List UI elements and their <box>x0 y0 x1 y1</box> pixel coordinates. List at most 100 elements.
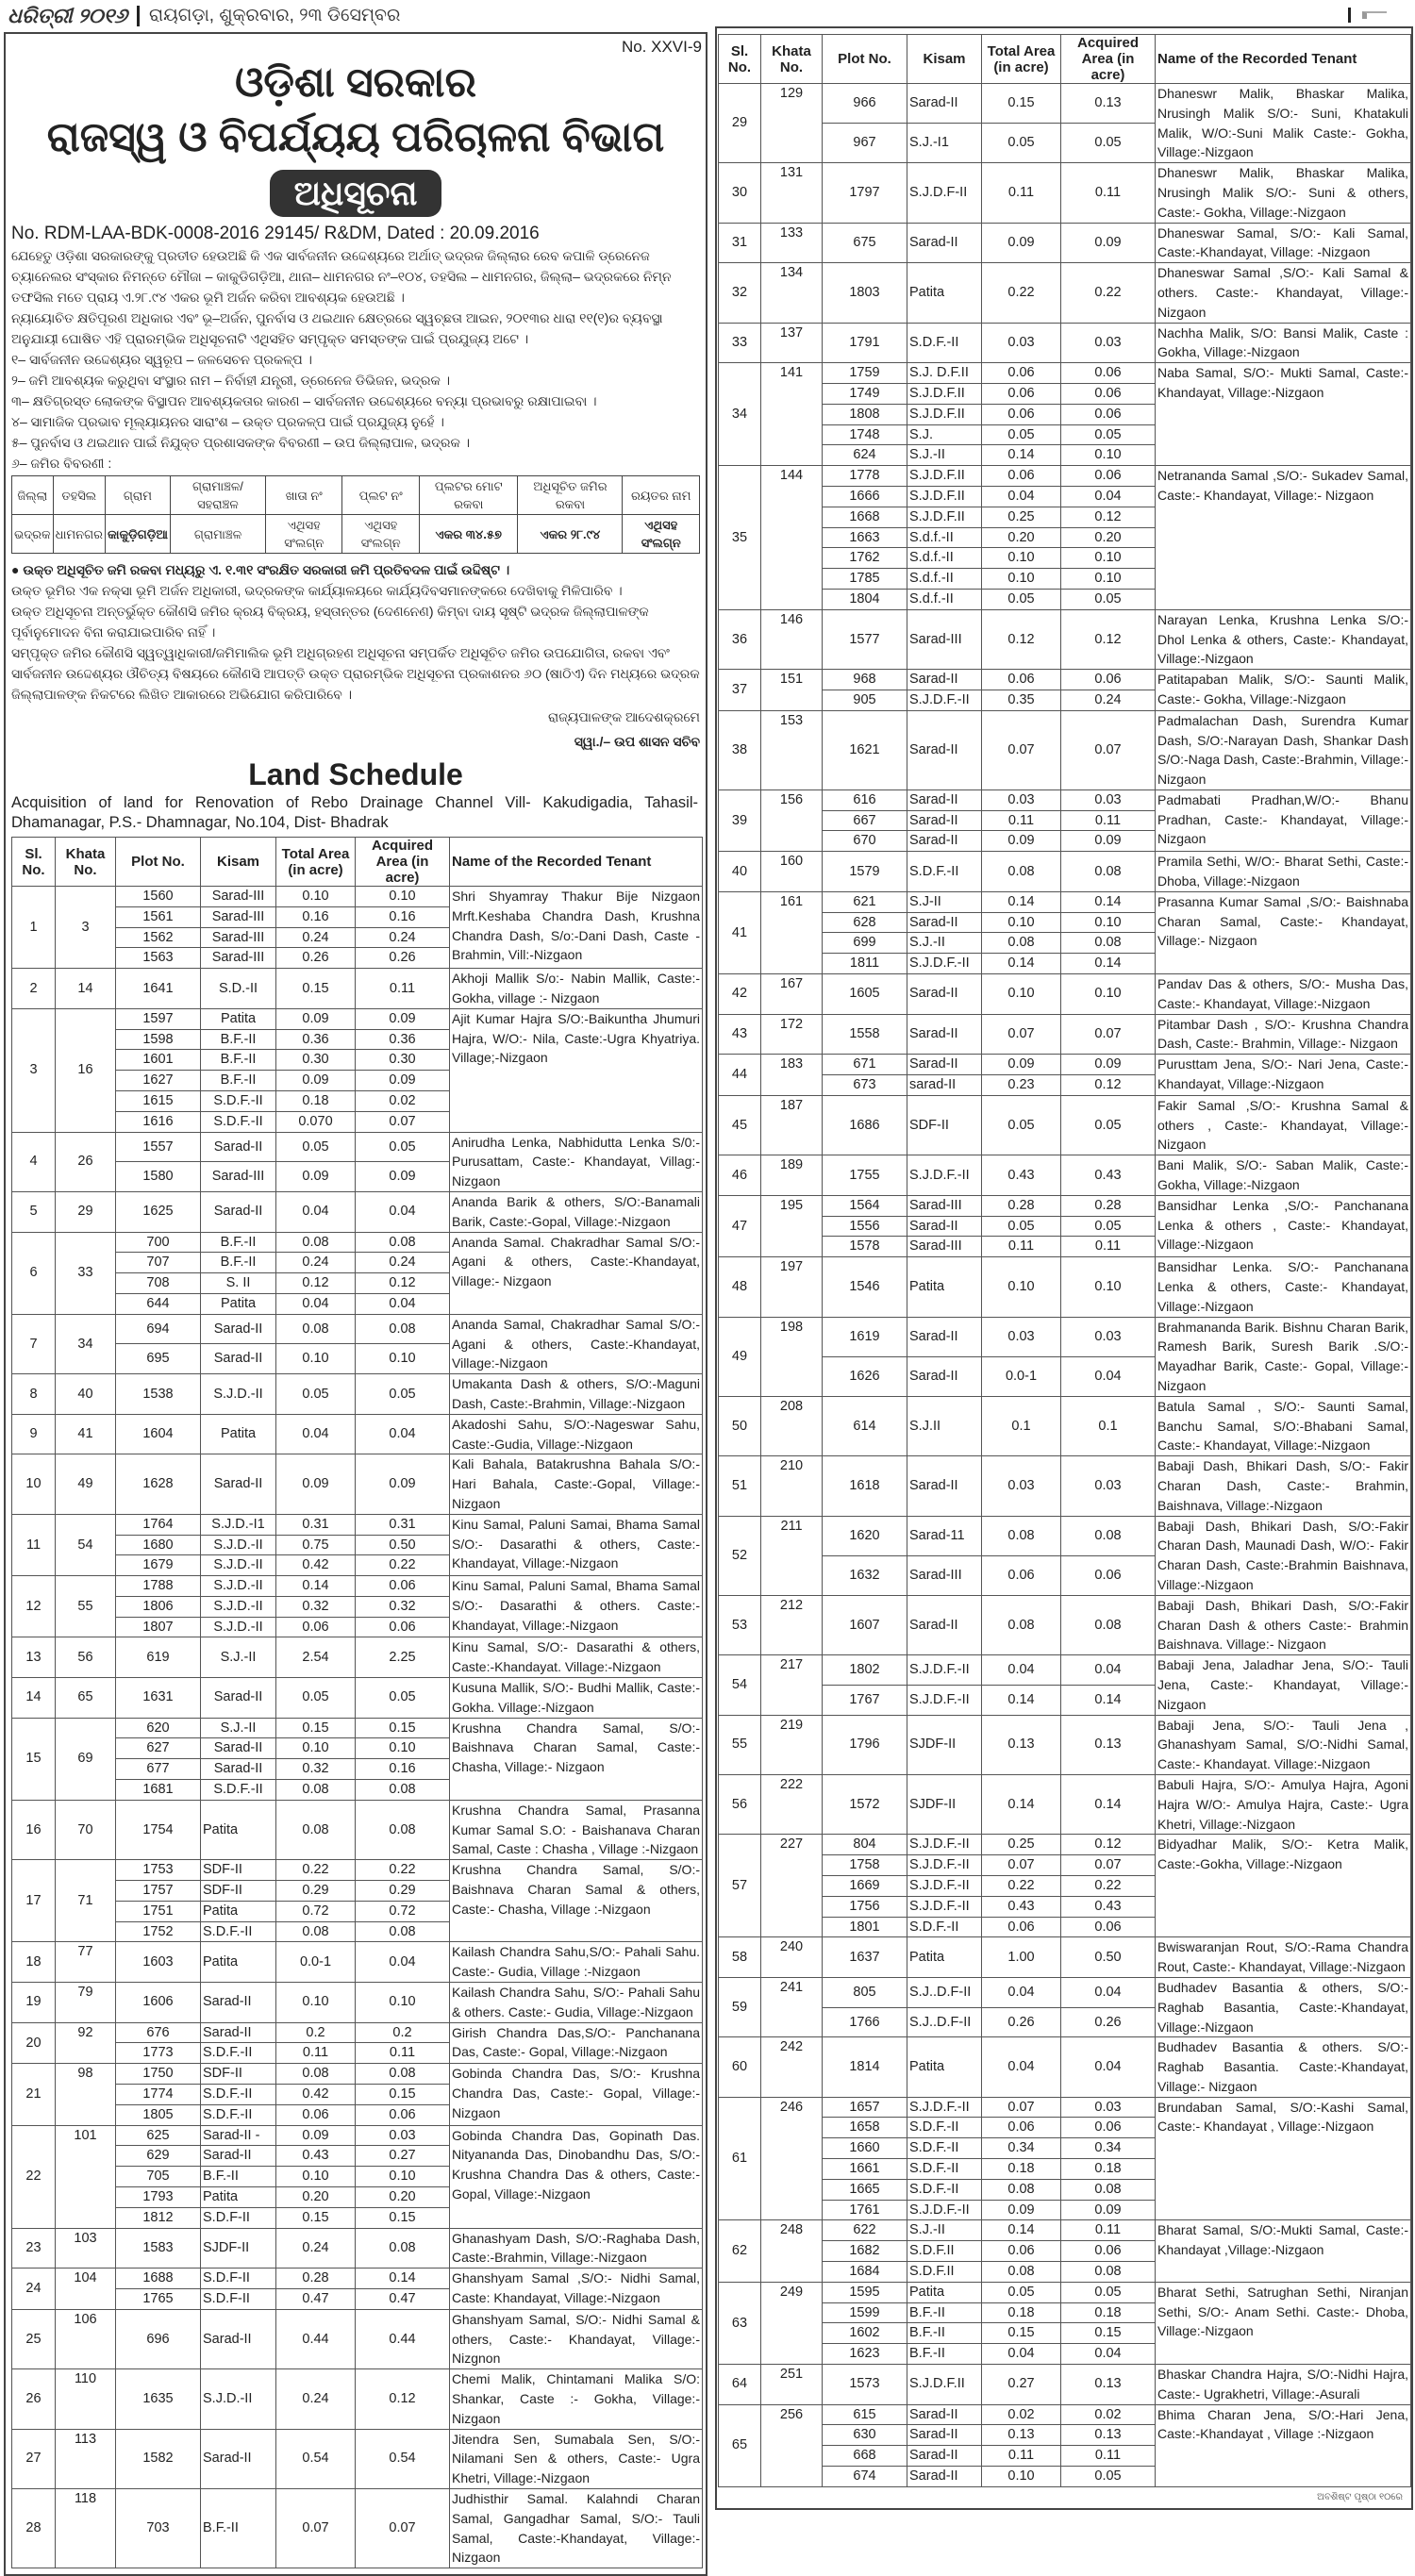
total-area-cell: 0.54 <box>275 2428 356 2489</box>
kisam-cell: S.D.F.II <box>907 2261 982 2283</box>
khata-no-cell: 249 <box>760 2281 823 2366</box>
kisam-cell: SDF-II <box>200 1880 276 1902</box>
table-row: 1751 Patita 0.72 0.72 <box>12 1900 703 1922</box>
header-khata-no: Khata No. <box>760 34 823 84</box>
khata-no-cell: 33 <box>55 1231 116 1315</box>
plot-no-cell: 1582 <box>115 2428 201 2489</box>
header-tenant-name: Name of the Recorded Tenant <box>1155 34 1411 84</box>
table-row: 51 210 1618 Sarad-II 0.03 0.03 Babaji Dash, Bh… <box>718 1455 1411 1517</box>
kisam-cell: S.D.F.-II <box>907 322 982 364</box>
acquired-area-cell: 0.08 <box>355 1231 450 1254</box>
acquired-area-cell: 0.09 <box>1060 1054 1156 1076</box>
table-row: 1680 S.J.D.-II 0.75 0.50 <box>12 1534 703 1556</box>
acquired-area-cell: 0.05 <box>1060 1215 1156 1238</box>
table-row: 1804 S.d.f.-II 0.05 0.05 <box>719 588 1411 610</box>
tenant-name-cell: Purusttam Jena, S/O:- Nari Jena, Caste:-… <box>1155 1054 1411 1096</box>
reference-number: No. XXVI-9 <box>621 38 702 56</box>
plot-no-cell: 627 <box>115 1737 201 1760</box>
kisam-cell: S.J.D.F.II <box>907 382 982 405</box>
total-area-cell: 0.42 <box>275 1554 356 1577</box>
kisam-cell: S.J.D.F.-II <box>907 953 982 975</box>
total-area-cell: 0.26 <box>981 2006 1061 2038</box>
khata-no-cell: 110 <box>55 2368 116 2430</box>
table-row: 4 26 1557 Sarad-II 0.05 0.05 Anirudha Lenka, N… <box>11 1131 703 1192</box>
plot-no-cell: 703 <box>115 2487 201 2569</box>
total-area-cell: 0.03 <box>981 1316 1061 1357</box>
kisam-cell: Sarad-II <box>200 1343 276 1375</box>
plot-no-cell: 1791 <box>822 322 907 364</box>
plot-no-cell: 1814 <box>822 2036 907 2098</box>
header-total-area: Total Area (in acre) <box>981 34 1061 84</box>
total-area-cell: 0.05 <box>981 424 1061 446</box>
plot-no-cell: 966 <box>822 82 907 125</box>
acquired-area-cell: 0.20 <box>1060 526 1156 549</box>
table-row: 50 208 614 S.J.II 0.1 0.1 Batula Samal , S/O:-… <box>718 1395 1411 1457</box>
acquired-area-cell: 0.03 <box>355 2124 450 2147</box>
table-row: 1 3 1560 Sarad-III 0.10 0.10 Shri Shyamray Tha… <box>11 885 703 970</box>
kisam-cell: S.D.F-II <box>200 2268 276 2289</box>
plot-no-cell: 699 <box>822 932 907 955</box>
kisam-cell: Sarad-II <box>907 1054 982 1076</box>
acquired-area-cell: 0.05 <box>355 1131 450 1163</box>
total-area-cell: 0.04 <box>275 1413 356 1455</box>
khata-no-cell: 56 <box>55 1637 116 1679</box>
acquired-area-cell: 0.43 <box>1060 1895 1156 1918</box>
plot-no-cell: 1562 <box>115 926 201 949</box>
paragraph: ୧– ସାର୍ବଜନୀନ ଉଦ୍ଦେଶ୍ୟର ସ୍ୱରୂପ – ଜଳସେଚନ ପ… <box>11 352 312 367</box>
sl-no-cell: 19 <box>11 1982 56 2023</box>
plot-no-cell: 1764 <box>115 1513 201 1536</box>
sl-no-cell: 39 <box>718 789 761 853</box>
table-row: 624 S.J.-II 0.14 0.10 <box>719 444 1411 467</box>
sl-no-cell: 35 <box>718 465 761 610</box>
acquired-area-cell: 2.25 <box>355 1637 450 1679</box>
acquired-area-cell: 0.15 <box>1060 2322 1156 2345</box>
sl-no-cell: 42 <box>718 973 761 1015</box>
total-area-cell: 0.05 <box>275 1677 356 1719</box>
kisam-cell: S.J.D.F-II <box>907 162 982 224</box>
plot-no-cell: 619 <box>115 1637 201 1679</box>
tenant-name-cell: Dhaneswr Malik, Bhaskar Malika, Nrusingh… <box>1155 162 1411 224</box>
khata-no-cell: 104 <box>55 2268 116 2310</box>
kisam-cell: S.J.D.F.-II <box>907 689 982 711</box>
khata-no-cell: 197 <box>760 1256 823 1318</box>
acquired-area-cell: 0.34 <box>1060 2137 1156 2160</box>
kisam-cell: S.D.F.-II <box>200 1110 276 1133</box>
total-area-cell: 0.04 <box>981 2036 1061 2098</box>
kisam-cell: S.J.D.F.-II <box>907 2199 982 2221</box>
total-area-cell: 0.06 <box>981 1916 1061 1938</box>
header-sl-no: Sl. No. <box>11 837 56 887</box>
khata-no-cell: 146 <box>760 608 823 671</box>
plot-no-cell: 1597 <box>115 1007 201 1030</box>
paragraph: ୨– ଜମି ଆବଶ୍ୟକ କରୁଥିବା ସଂସ୍ଥାର ନାମ – ନିର୍… <box>11 373 451 388</box>
plot-no-cell: 667 <box>822 809 907 832</box>
khata-no-cell: 161 <box>760 890 823 975</box>
table-row: 6 33 700 B.F.-II 0.08 0.08 Ananda Samal. Chakr… <box>11 1231 703 1315</box>
tenant-name-cell: Krushna Chandra Samal, S/O:- Baishnava C… <box>449 1859 703 1943</box>
tenant-name-cell: Bharat Samal, S/O:-Mukti Samal, Caste:- … <box>1155 2219 1411 2283</box>
table-row: 35 144 1778 S.J.D.F.II 0.06 0.06 Netrananda Sa… <box>718 465 1411 610</box>
acquired-area-cell: 0.04 <box>355 1413 450 1455</box>
acquired-area-cell: 0.08 <box>1060 1594 1156 1656</box>
kisam-cell: Patita <box>200 1292 276 1315</box>
total-area-cell: 0.09 <box>981 2199 1061 2221</box>
acquired-area-cell: 0.30 <box>355 1049 450 1072</box>
table-row: 1801 S.D.F.-II 0.06 0.06 <box>719 1916 1411 1938</box>
paragraph: ନ୍ୟାୟୋଚିତ କ୍ଷତିପୂରଣ ଅଧିକାର ଏବଂ ଭୂ–ଅର୍ଜନ,… <box>11 310 663 346</box>
header-tenant-name: Name of the Recorded Tenant <box>449 837 703 887</box>
acquired-area-cell: 0.08 <box>355 2063 450 2086</box>
table-row: 25 106 696 Sarad-II 0.44 0.44 Ghanshyam Samal,… <box>11 2308 703 2370</box>
sl-no-cell: 44 <box>718 1054 761 1096</box>
table-row: 11 54 1764 S.J.D.-I1 0.31 0.31 Kinu Samal, Pal… <box>11 1513 703 1577</box>
kisam-cell: S.J.D.F.-II <box>907 1654 982 1686</box>
acquired-area-cell: 0.29 <box>355 1880 450 1902</box>
total-area-cell: 0.07 <box>275 2487 356 2569</box>
plot-no-cell: 1804 <box>822 588 907 610</box>
table-header-row: Sl. No. Khata No. Plot No. Kisam Total Area … <box>11 837 703 887</box>
sl-no-cell: 23 <box>11 2227 56 2269</box>
total-area-cell: 0.27 <box>981 2364 1061 2405</box>
kisam-cell: Sarad-III <box>200 1161 276 1192</box>
kisam-cell: B.F.-II <box>907 2322 982 2345</box>
acquired-area-cell: 0.15 <box>355 2206 450 2229</box>
table-header-cell: ଜିଲ୍ଲା <box>11 475 54 515</box>
total-area-cell: 0.09 <box>981 830 1061 853</box>
